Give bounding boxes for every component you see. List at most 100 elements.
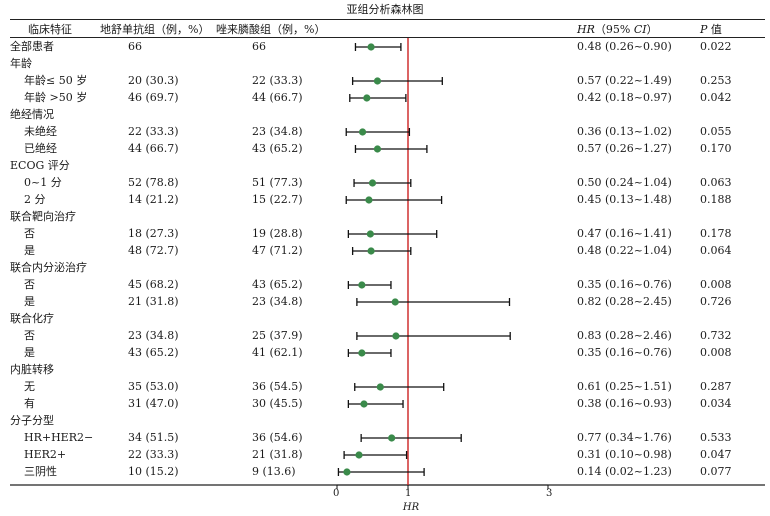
- hr-point: [367, 43, 375, 51]
- arm-b-count: 51 (77.3): [252, 176, 303, 189]
- arm-b-count: 43 (65.2): [252, 142, 303, 155]
- subgroup-header-row: 内脏转移: [0, 361, 770, 378]
- hr-point: [392, 332, 400, 340]
- row-label: HR+HER2−: [24, 431, 94, 444]
- row-label: 无: [24, 380, 35, 393]
- header-arm-a: 地舒单抗组（例，%）: [100, 23, 210, 36]
- p-value: 0.042: [700, 91, 732, 104]
- row-label: 是: [24, 346, 35, 359]
- row-label: 三阴性: [24, 465, 57, 478]
- subgroup-header-row: 联合内分泌治疗: [0, 259, 770, 276]
- arm-a-count: 22 (33.3): [128, 448, 179, 461]
- header-p-label: P: [700, 23, 708, 36]
- row-label: ECOG 评分: [10, 159, 70, 172]
- p-value: 0.008: [700, 278, 732, 291]
- table-row: 2 分 14 (21.2) 15 (22.7) 0.45 (0.13~1.48) 0.1…: [0, 191, 770, 208]
- x-tick-label-3: 3: [546, 488, 553, 499]
- chart-title: 亚组分析森林图: [346, 3, 424, 16]
- table-row: 三阴性 10 (15.2) 9 (13.6) 0.14 (0.02~1.23) 0.07…: [0, 463, 770, 480]
- table-row: 年龄 >50 岁 46 (69.7) 44 (66.7) 0.42 (0.18~0.9…: [0, 89, 770, 106]
- subgroup-header-row: 分子分型: [0, 412, 770, 429]
- hr-point: [360, 400, 368, 408]
- p-value: 0.533: [700, 431, 732, 444]
- arm-a-count: 14 (21.2): [128, 193, 179, 206]
- header-p-value: P 值: [700, 21, 722, 37]
- p-value: 0.008: [700, 346, 732, 359]
- p-value: 0.077: [700, 465, 732, 478]
- p-value: 0.022: [700, 40, 732, 53]
- row-label: 已绝经: [24, 142, 57, 155]
- table-row: 未绝经 22 (33.3) 23 (34.8) 0.36 (0.13~1.02) 0.0…: [0, 123, 770, 140]
- arm-b-count: 23 (34.8): [252, 295, 303, 308]
- subgroup-header-row: ECOG 评分: [0, 157, 770, 174]
- arm-a-count: 43 (65.2): [128, 346, 179, 359]
- row-label: 否: [24, 227, 35, 240]
- p-value: 0.178: [700, 227, 732, 240]
- row-label: 否: [24, 278, 35, 291]
- row-label: 内脏转移: [10, 363, 54, 376]
- hr-ci-text: 0.36 (0.13~1.02): [577, 125, 672, 138]
- p-value: 0.064: [700, 244, 732, 257]
- row-label: 0~1 分: [24, 176, 62, 189]
- hr-ci-text: 0.77 (0.34~1.76): [577, 431, 672, 444]
- table-row: 年龄≤ 50 岁 20 (30.3) 22 (33.3) 0.57 (0.22~1.4…: [0, 72, 770, 89]
- table-row: 是 48 (72.7) 47 (71.2) 0.48 (0.22~1.04) 0.064: [0, 242, 770, 259]
- header-hr-label: HR: [577, 23, 595, 36]
- table-row: 是 21 (31.8) 23 (34.8) 0.82 (0.28~2.45) 0.726: [0, 293, 770, 310]
- hr-point: [355, 451, 363, 459]
- arm-a-count: 52 (78.8): [128, 176, 179, 189]
- hr-ci-text: 0.42 (0.18~0.97): [577, 91, 672, 104]
- hr-point: [358, 349, 366, 357]
- arm-b-count: 36 (54.6): [252, 431, 303, 444]
- table-row: 是 43 (65.2) 41 (62.1) 0.35 (0.16~0.76) 0.008: [0, 344, 770, 361]
- table-row: 全部患者 66 66 0.48 (0.26~0.90) 0.022: [0, 38, 770, 55]
- table-row: 无 35 (53.0) 36 (54.5) 0.61 (0.25~1.51) 0.287: [0, 378, 770, 395]
- arm-a-count: 45 (68.2): [128, 278, 179, 291]
- row-label: HER2+: [24, 448, 67, 461]
- hr-ci-text: 0.83 (0.28~2.46): [577, 329, 672, 342]
- arm-a-count: 23 (34.8): [128, 329, 179, 342]
- arm-a-count: 48 (72.7): [128, 244, 179, 257]
- arm-a-count: 22 (33.3): [128, 125, 179, 138]
- arm-b-count: 9 (13.6): [252, 465, 296, 478]
- subgroup-header-row: 联合靶向治疗: [0, 208, 770, 225]
- hr-ci-text: 0.48 (0.26~0.90): [577, 40, 672, 53]
- arm-a-count: 35 (53.0): [128, 380, 179, 393]
- hr-ci-text: 0.48 (0.22~1.04): [577, 244, 672, 257]
- subgroup-header-row: 年龄: [0, 55, 770, 72]
- hr-point: [391, 298, 399, 306]
- header-hr-ci-close: ）: [646, 23, 658, 36]
- arm-a-count: 66: [128, 40, 142, 53]
- header-subgroup: 临床特征: [28, 23, 72, 36]
- row-label: 年龄: [10, 57, 32, 70]
- hr-point: [358, 128, 367, 136]
- arm-a-count: 20 (30.3): [128, 74, 179, 87]
- arm-a-count: 18 (27.3): [128, 227, 179, 240]
- header-ci-label: CI: [633, 23, 647, 36]
- row-label: 年龄 >50 岁: [24, 91, 88, 104]
- header-hr-ci: HR（95% CI）: [577, 21, 658, 37]
- header-hr-ci-open: （95%: [594, 23, 631, 36]
- x-axis-title: HR: [0, 502, 770, 513]
- hr-ci-text: 0.82 (0.28~2.45): [577, 295, 672, 308]
- row-label: 全部患者: [10, 40, 54, 53]
- p-value: 0.253: [700, 74, 732, 87]
- row-label: 否: [24, 329, 35, 342]
- row-label: 有: [24, 397, 35, 410]
- hr-ci-text: 0.31 (0.10~0.98): [577, 448, 672, 461]
- arm-a-count: 31 (47.0): [128, 397, 179, 410]
- x-tick-label-0: 0: [333, 488, 340, 499]
- p-value: 0.188: [700, 193, 732, 206]
- hr-ci-text: 0.57 (0.22~1.49): [577, 74, 672, 87]
- hr-point: [343, 468, 351, 476]
- row-label: 联合内分泌治疗: [10, 261, 87, 274]
- arm-b-count: 23 (34.8): [252, 125, 303, 138]
- p-value: 0.287: [700, 380, 732, 393]
- table-top-rule: [10, 19, 765, 20]
- table-row: 0~1 分 52 (78.8) 51 (77.3) 0.50 (0.24~1.04) 0…: [0, 174, 770, 191]
- p-value: 0.170: [700, 142, 732, 155]
- hr-ci-text: 0.35 (0.16~0.76): [577, 278, 672, 291]
- hr-point: [363, 94, 371, 102]
- hr-ci-text: 0.61 (0.25~1.51): [577, 380, 672, 393]
